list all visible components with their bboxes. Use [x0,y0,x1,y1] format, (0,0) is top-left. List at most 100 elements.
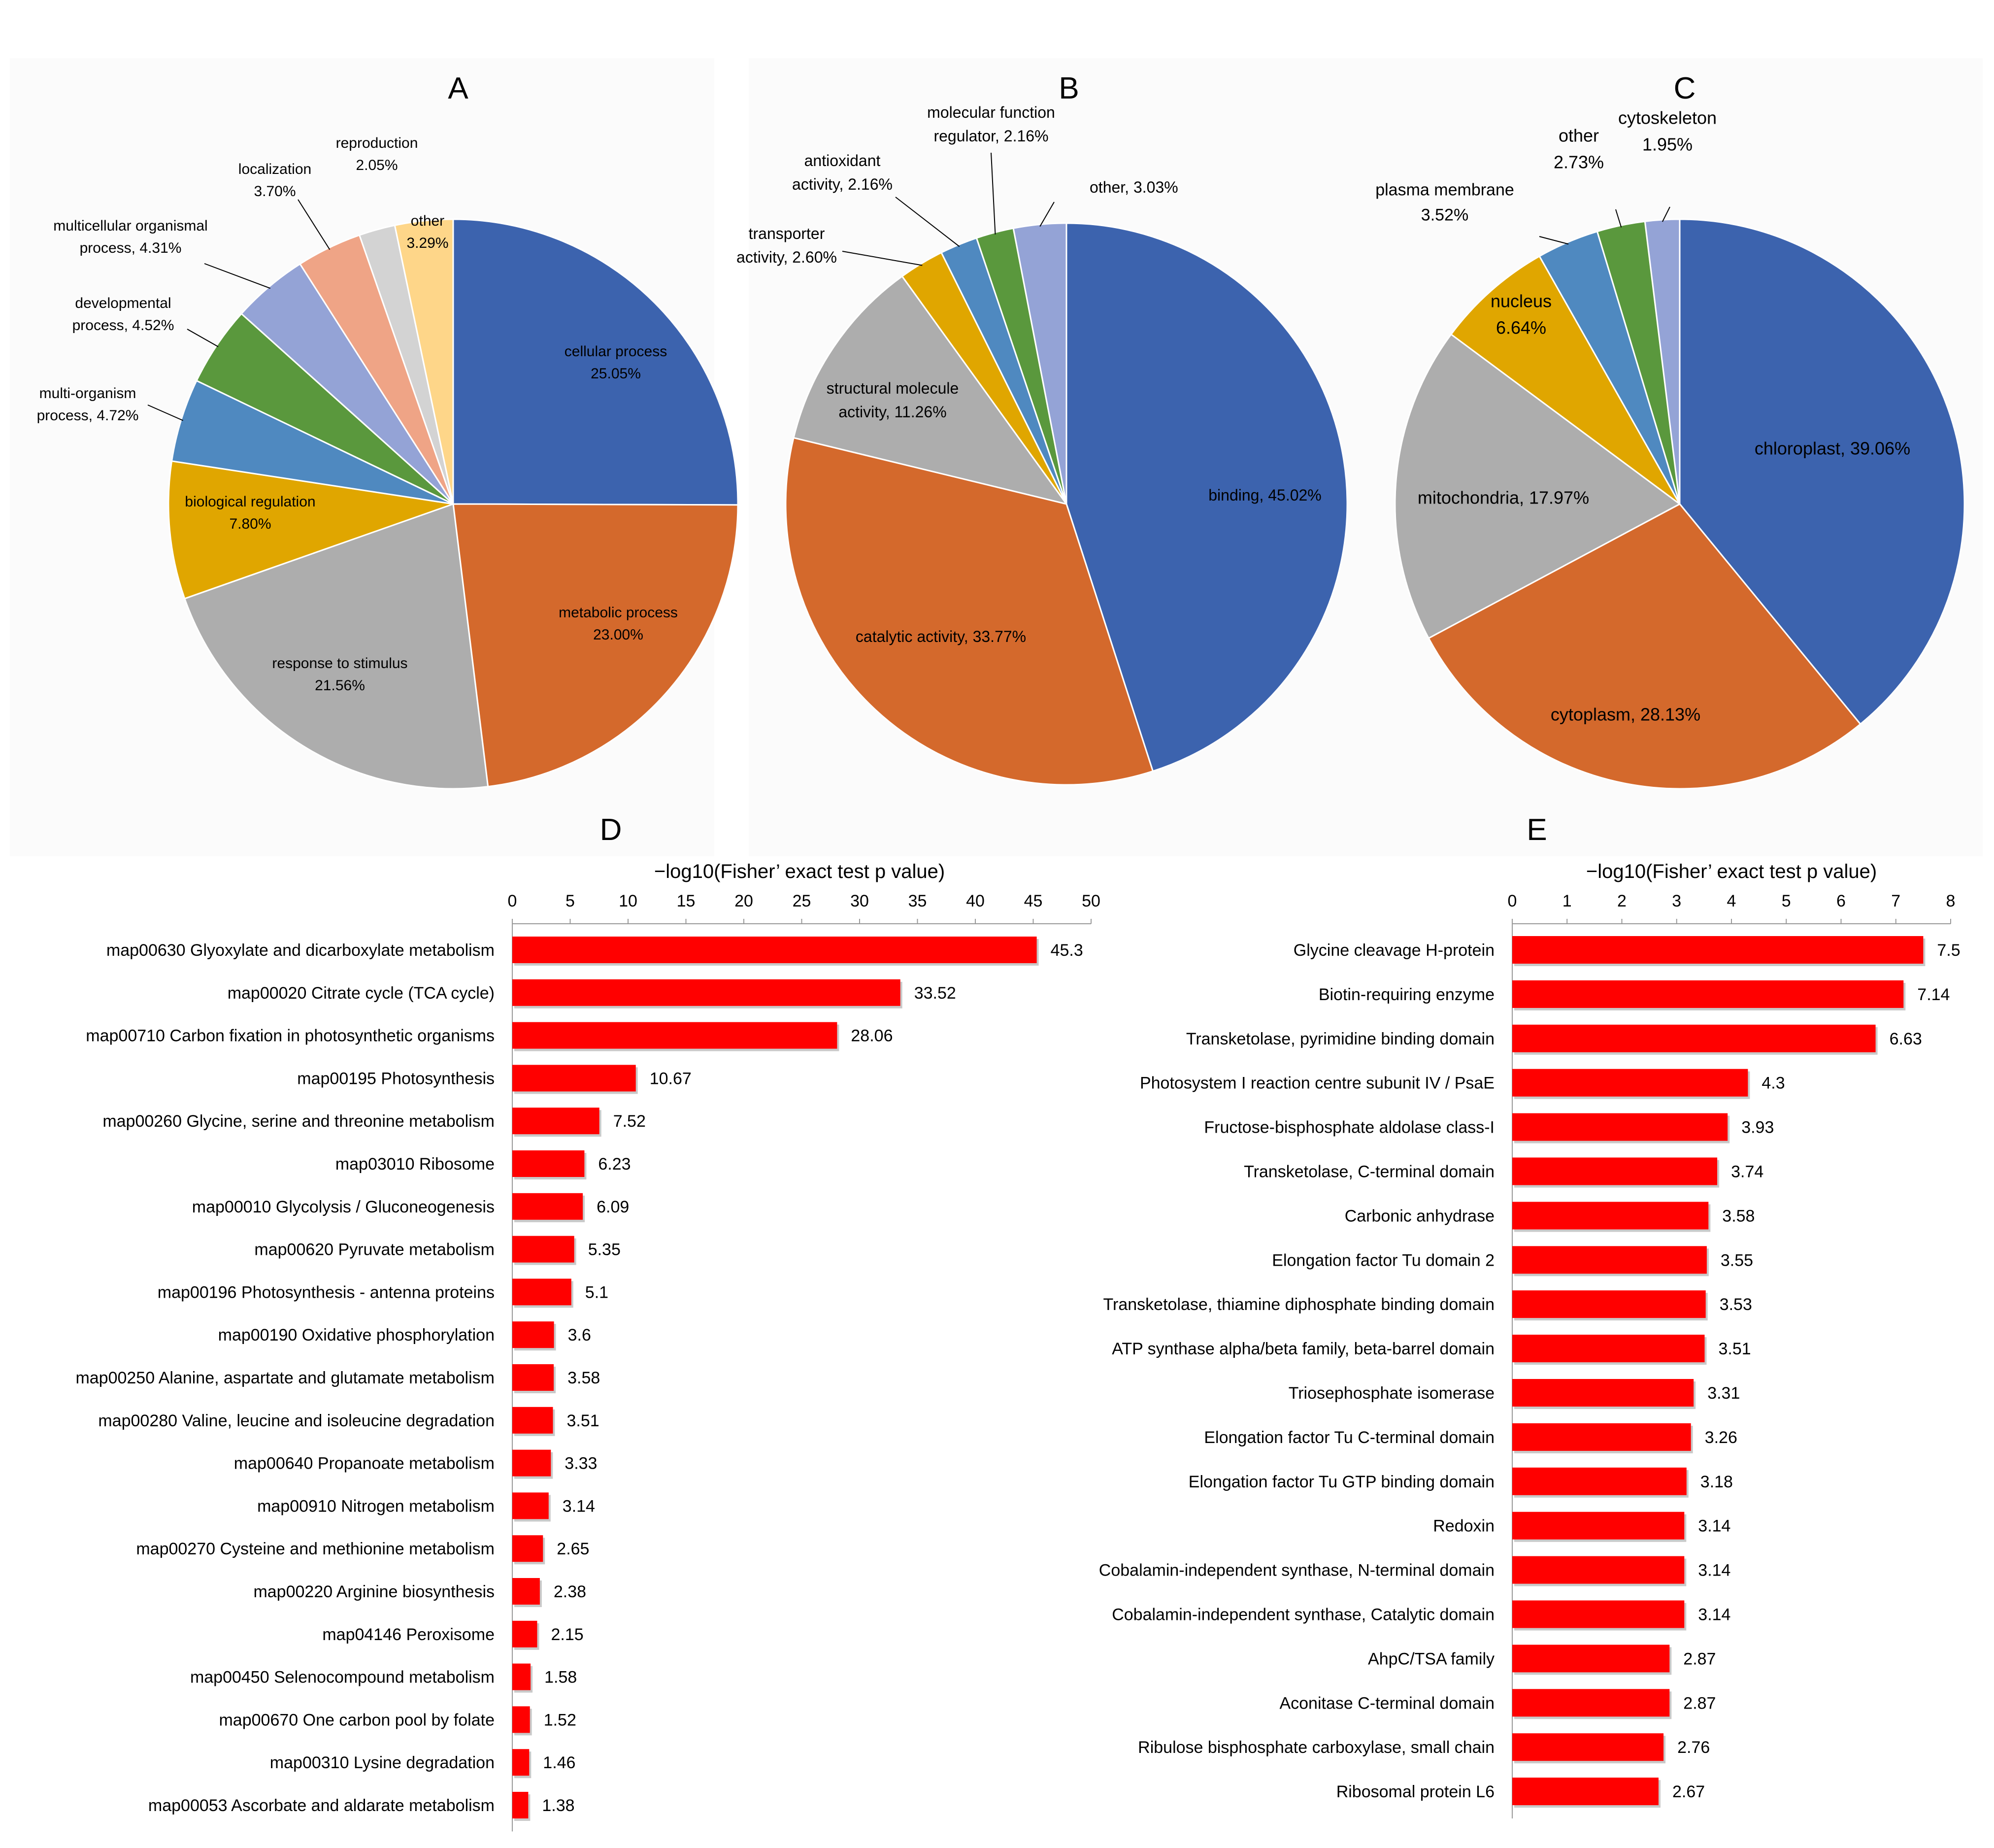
category-label: Transketolase, C-terminal domain [1244,1163,1495,1181]
slice-label: 23.00% [593,627,643,643]
bar-value-label: 2.76 [1677,1738,1710,1757]
leader-line [895,197,960,247]
bar [1512,1423,1691,1451]
category-label: Transketolase, pyrimidine binding domain [1186,1030,1495,1048]
bar-value-label: 2.87 [1683,1694,1716,1713]
pie-slice [184,503,489,790]
category-label: Redoxin [1433,1517,1495,1536]
bar [1512,1600,1685,1628]
bar-value-label: 3.14 [1698,1561,1730,1580]
x-axis-label: −log10(Fisher’ exact test p value) [1586,861,1877,882]
x-axis-label: −log10(Fisher’ exact test p value) [654,861,945,882]
x-tick-label: 50 [1082,892,1100,910]
bar-value-label: 4.3 [1761,1074,1785,1093]
bar-value-label: 7.14 [1917,985,1950,1004]
slice-label: 2.73% [1554,152,1604,172]
slice-label: structural molecule [827,379,959,397]
slice-label: antioxidant [804,152,881,169]
panel-title: E [1527,813,1547,847]
bar [512,1364,554,1391]
bar [512,1792,529,1818]
category-label: AhpC/TSA family [1368,1649,1495,1668]
x-tick-label: 0 [508,892,517,910]
panel-title: B [1059,71,1079,105]
category-label: map00260 Glycine, serine and threonine m… [102,1112,495,1131]
bar-value-label: 3.55 [1721,1251,1753,1270]
bar [1512,1335,1705,1363]
bar [1512,1069,1748,1097]
x-tick-label: 40 [966,892,985,910]
bar-value-label: 3.14 [1698,1606,1730,1624]
pie-slice [785,437,1154,786]
slice-label: other [411,213,444,229]
bar [512,1663,531,1690]
bar [512,1150,585,1177]
x-tick-label: 2 [1617,892,1627,910]
bar-value-label: 3.14 [563,1497,595,1515]
bar [512,1407,553,1434]
slice-label: multicellular organismal [53,218,207,234]
slice-label: other [1559,126,1599,146]
x-tick-label: 45 [1024,892,1043,910]
bar [512,1108,599,1135]
bar-value-label: 2.15 [551,1625,584,1644]
bar [1512,936,1924,964]
panel-title: C [1674,71,1696,105]
pie-slice [1644,218,1681,505]
leader-line [147,404,184,421]
category-label: Fructose-bisphosphate aldolase class-I [1204,1118,1495,1137]
slice-label: 3.70% [254,183,296,200]
pie-slice [1679,218,1965,725]
category-label: map00020 Citrate cycle (TCA cycle) [228,984,495,1003]
bar [512,1193,583,1220]
slice-label: activity, 11.26% [838,403,946,421]
bar-value-label: 3.58 [1722,1207,1755,1225]
bar-value-label: 7.52 [613,1112,646,1131]
bar-chart-e: E −log10(Fisher’ exact test p value) 0 1 2 3 4… [1099,813,1961,1819]
bar-value-label: 3.51 [567,1411,599,1430]
bar-value-label: 6.09 [597,1198,629,1216]
bar [512,1620,537,1647]
category-label: Biotin-requiring enzyme [1319,985,1495,1004]
bar [512,1321,554,1348]
category-label: ATP synthase alpha/beta family, beta-bar… [1112,1340,1495,1358]
leader-line [842,251,923,266]
bar [1512,1733,1664,1761]
bar [1512,1157,1718,1185]
bar-value-label: 3.31 [1707,1384,1740,1403]
bar-value-label: 2.87 [1683,1649,1716,1668]
leader-line [187,329,219,347]
bar-value-label: 3.53 [1720,1295,1752,1314]
bar-value-label: 1.38 [542,1796,574,1815]
slice-label: cellular process [565,343,667,360]
slice-label: metabolic process [559,605,678,621]
pie-slice [1065,222,1348,772]
category-label: map00220 Arginine biosynthesis [253,1582,495,1601]
slice-label: other, 3.03% [1090,178,1178,196]
leader-line [1662,206,1670,222]
bar [512,1022,837,1049]
x-tick-label: 15 [677,892,696,910]
slice-label: molecular function [927,103,1055,121]
bar-value-label: 2.67 [1672,1782,1705,1801]
x-tick-label: 6 [1836,892,1846,910]
bar [512,1278,571,1306]
category-label: map00640 Propanoate metabolism [234,1454,495,1473]
bar-value-label: 3.58 [567,1369,600,1387]
slice-label: mitochondria, 17.97% [1418,488,1589,508]
category-label: Aconitase C-terminal domain [1279,1694,1495,1713]
leader-line [298,199,331,250]
category-label: map00280 Valine, leucine and isoleucine … [98,1411,495,1430]
category-label: Photosystem I reaction centre subunit IV… [1140,1074,1495,1093]
bar [1512,1246,1707,1274]
pie-slice [1428,503,1861,790]
bar [512,1749,530,1776]
bar [1512,1645,1670,1673]
leader-line [1039,202,1055,227]
x-tick-label: 30 [850,892,869,910]
slice-label: 2.05% [356,157,398,173]
bar-value-label: 3.26 [1705,1428,1737,1447]
